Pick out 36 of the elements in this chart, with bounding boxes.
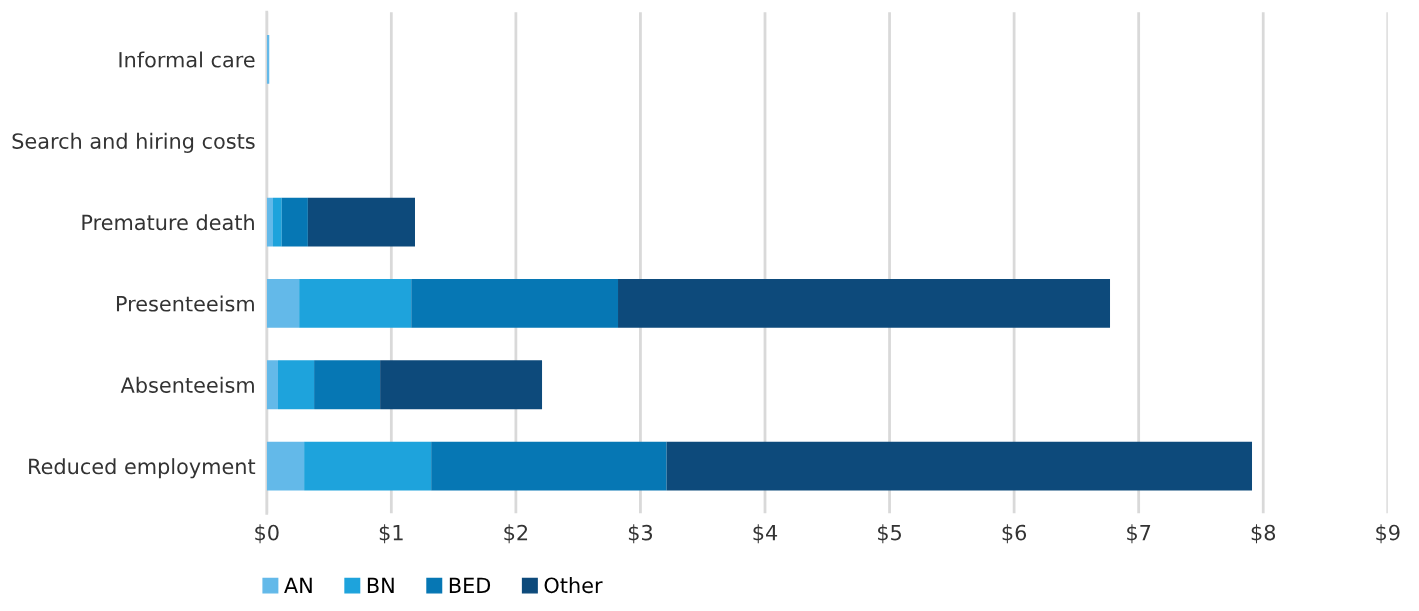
y-tick-label: Premature death — [82, 214, 254, 231]
x-tick-label: $4 — [753, 524, 778, 544]
legend-label: BN — [367, 577, 394, 593]
x-tick-label: $1 — [379, 524, 403, 544]
bar — [380, 360, 543, 410]
x-tick-label: $9 — [1376, 524, 1400, 544]
bar — [666, 441, 1253, 491]
y-tick-label: Presenteeism — [116, 295, 254, 312]
y-tick-label: Informal care — [119, 51, 255, 68]
bar — [273, 197, 282, 247]
bar — [266, 279, 300, 328]
bar — [431, 441, 667, 491]
bar — [266, 360, 278, 410]
x-tick-label: $2 — [504, 524, 528, 544]
x-tick-label: $6 — [1002, 524, 1027, 544]
y-tick-label: Search and hiring costs — [12, 132, 255, 153]
bar — [277, 360, 315, 410]
x-tick-label: $5 — [878, 524, 901, 544]
x-tick-label: $8 — [1251, 524, 1276, 544]
y-tick-label: Absenteeism — [120, 376, 254, 393]
bar — [266, 197, 273, 247]
bar — [304, 441, 432, 491]
bar — [411, 279, 619, 328]
legend-label: Other — [544, 577, 603, 594]
bar — [314, 360, 381, 410]
x-tick-label: $3 — [628, 524, 653, 544]
legend-label: BED — [449, 577, 491, 593]
bar — [307, 197, 415, 247]
legend-label: AN — [284, 577, 312, 593]
y-tick-label: Reduced employment — [29, 458, 256, 479]
bar — [281, 197, 308, 247]
bar — [618, 279, 1111, 328]
bar — [299, 279, 412, 328]
x-tick-label: $7 — [1127, 524, 1151, 544]
x-tick-label: $0 — [255, 524, 279, 544]
bar — [266, 441, 305, 491]
